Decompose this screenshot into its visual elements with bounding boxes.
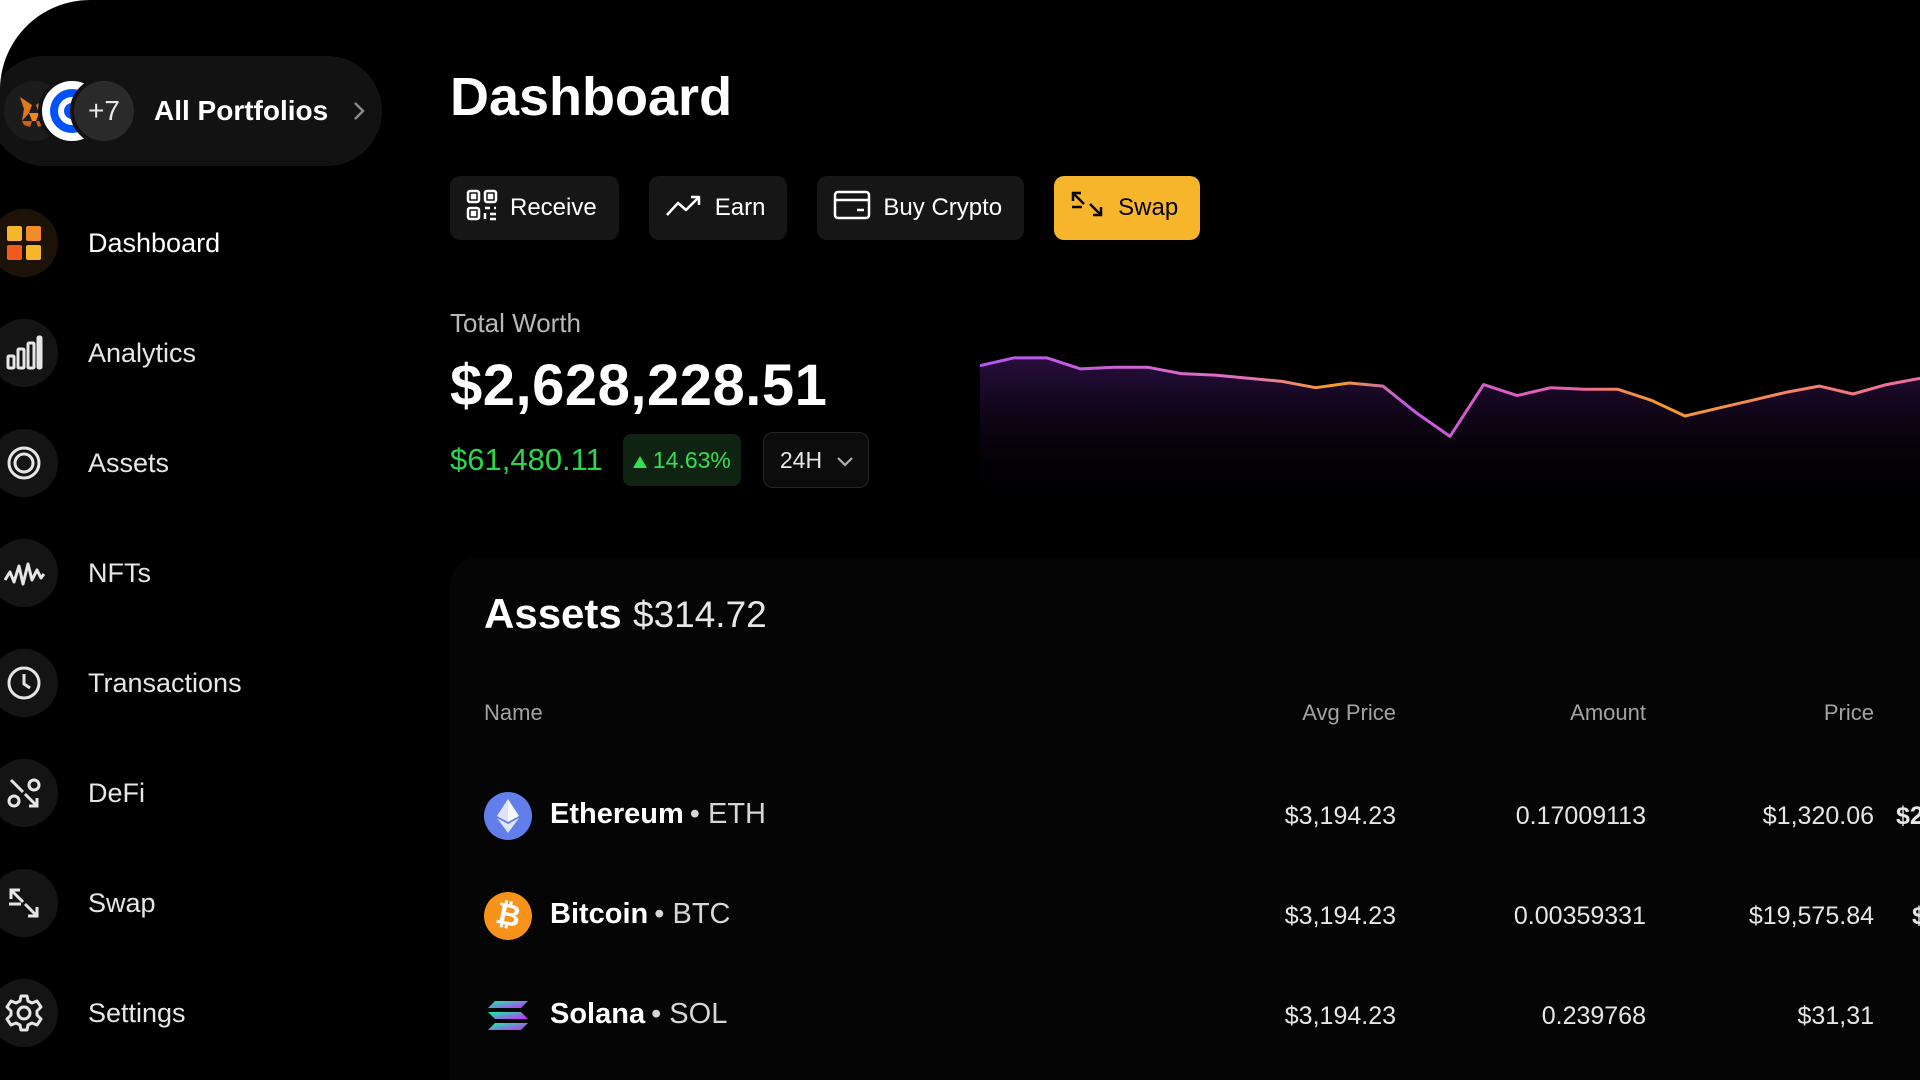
card-icon (833, 190, 871, 227)
column-header-name[interactable]: Name (484, 700, 543, 725)
table-row[interactable]: Ethereum • ETH $3,194.23 0.17009113 $1,32… (450, 782, 1920, 862)
gear-icon (0, 979, 58, 1047)
receive-button[interactable]: Receive (450, 176, 619, 240)
price-cell: $31,31 (1797, 1002, 1874, 1030)
sidebar-item-transactions[interactable]: Transactions (0, 648, 370, 718)
coin-name-text: Solana (550, 998, 646, 1030)
amount-cell: 0.239768 (1541, 1002, 1646, 1030)
total-worth-label: Total Worth (450, 308, 582, 338)
value-cell: $ (1912, 902, 1920, 930)
swap-button[interactable]: Swap (1054, 176, 1201, 240)
assets-icon (0, 429, 58, 497)
amount-cell: 0.00359331 (1513, 902, 1646, 930)
chart-svg (979, 356, 1920, 510)
table-row[interactable]: Solana • SOL $3,194.23 0.239768 $31,31 (450, 982, 1920, 1062)
price-cell: $19,575.84 (1748, 902, 1874, 930)
triangle-up-icon (632, 447, 647, 474)
coin-name-text: Ethereum (550, 798, 684, 830)
sidebar-item-label: Dashboard (88, 227, 221, 258)
avg-price-cell: $3,194.23 (1284, 802, 1396, 830)
earn-button[interactable]: Earn (648, 176, 788, 240)
coin-name: Bitcoin • BTC (550, 898, 731, 931)
sidebar-item-swap[interactable]: Swap (0, 868, 370, 938)
qr-code-icon (466, 189, 498, 228)
chevron-down-icon (836, 447, 854, 474)
dashboard-icon (0, 209, 58, 277)
column-header-price[interactable]: Price (1823, 700, 1874, 725)
chevron-right-icon (350, 100, 368, 122)
chart-series-line (979, 356, 1920, 438)
receive-label: Receive (510, 194, 597, 221)
ethereum-icon (484, 792, 532, 840)
coin-ticker: • ETH (689, 798, 766, 830)
page-title: Dashboard (450, 67, 733, 127)
sidebar-item-nfts[interactable]: NFTs (0, 538, 370, 608)
sidebar-item-label: Swap (88, 887, 156, 918)
amount-cell: 0.17009113 (1515, 802, 1646, 830)
table-row[interactable]: ₿ Bitcoin • BTC $3,194.23 0.00359331 $19,… (450, 882, 1920, 962)
sidebar-item-label: Settings (88, 997, 186, 1028)
sidebar-item-settings[interactable]: Settings (0, 978, 370, 1048)
time-range-select[interactable]: 24H (762, 432, 870, 488)
more-portfolios-count: +7 (70, 77, 138, 145)
chart-area-fill (980, 357, 1920, 510)
portfolio-avatars: +7 (0, 71, 138, 151)
buy-crypto-button[interactable]: Buy Crypto (817, 176, 1025, 240)
coin-name: Solana • SOL (550, 998, 727, 1031)
column-header-amount[interactable]: Amount (1570, 700, 1646, 725)
avg-price-cell: $3,194.23 (1284, 902, 1396, 930)
action-bar: Receive Earn Buy Crypto (450, 176, 1201, 240)
clock-icon (0, 649, 58, 717)
portfolio-label: All Portfolios (154, 95, 329, 126)
coin-name-text: Bitcoin (550, 898, 649, 930)
swap-label: Swap (1118, 194, 1179, 221)
sidebar-item-defi[interactable]: DeFi (0, 758, 370, 828)
worth-change-row: $61,480.11 14.63% 24H (450, 432, 870, 488)
sidebar-item-label: DeFi (88, 777, 146, 808)
column-header-avg-price[interactable]: Avg Price (1302, 700, 1396, 725)
coin-ticker: • BTC (654, 898, 731, 930)
change-percent-badge: 14.63% (622, 434, 741, 486)
worth-line-chart (979, 340, 1920, 510)
swap-icon (1070, 190, 1106, 227)
sidebar-item-label: Assets (88, 447, 170, 478)
price-cell: $1,320.06 (1762, 802, 1874, 830)
change-percent: 14.63% (652, 446, 731, 473)
trend-up-icon (665, 193, 703, 224)
nfts-icon (0, 539, 58, 607)
assets-total: $314.72 (633, 594, 767, 635)
analytics-icon (0, 319, 58, 387)
time-range-value: 24H (779, 446, 823, 473)
sidebar-item-label: Analytics (88, 337, 197, 368)
coin-ticker: • SOL (651, 998, 728, 1030)
swap-icon (0, 869, 58, 937)
defi-icon (0, 759, 58, 827)
assets-title: Assets (484, 590, 622, 637)
buy-crypto-label: Buy Crypto (883, 194, 1003, 221)
total-worth-value: $2,628,228.51 (450, 353, 828, 418)
sidebar-item-dashboard[interactable]: Dashboard (0, 208, 370, 278)
portfolio-switcher[interactable]: +7 All Portfolios (0, 56, 382, 166)
solana-icon (484, 992, 532, 1040)
sidebar-item-label: Transactions (88, 667, 242, 698)
sidebar-item-label: NFTs (88, 557, 151, 588)
coin-name: Ethereum • ETH (550, 798, 766, 831)
sidebar-item-analytics[interactable]: Analytics (0, 318, 370, 388)
value-cell: $2 (1896, 802, 1920, 830)
assets-card: Assets $314.72 Name Avg Price Amount Pri… (450, 558, 1920, 1080)
earn-label: Earn (714, 194, 766, 221)
avg-price-cell: $3,194.23 (1284, 1002, 1396, 1030)
sidebar-item-assets[interactable]: Assets (0, 428, 370, 498)
bitcoin-icon: ₿ (484, 892, 532, 940)
change-amount: $61,480.11 (450, 442, 603, 477)
